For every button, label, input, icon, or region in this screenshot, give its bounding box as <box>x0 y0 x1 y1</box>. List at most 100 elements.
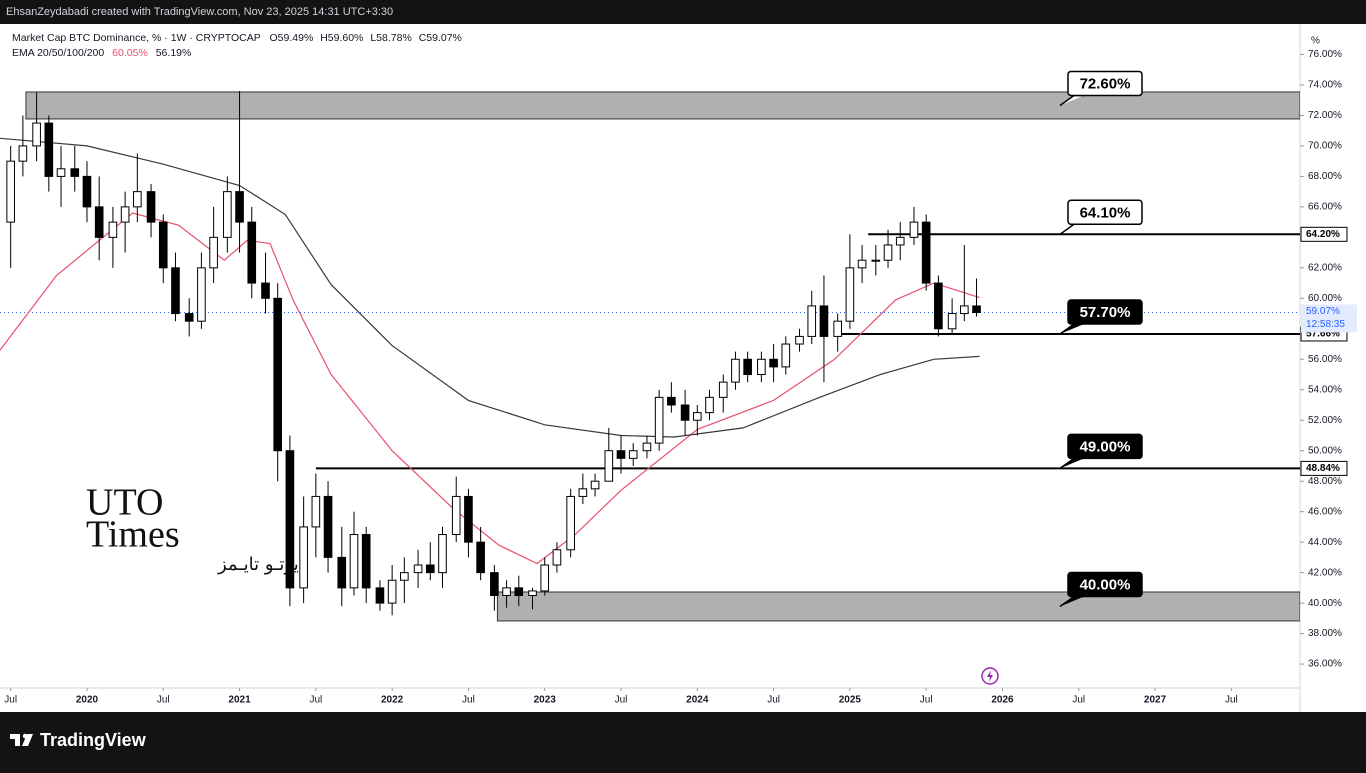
plot <box>0 91 1300 622</box>
axis-level-label: 64.20% <box>1306 229 1340 240</box>
candle-body <box>476 541 485 574</box>
last-price-box <box>1301 304 1357 333</box>
candle-body <box>590 480 600 490</box>
candle-body <box>44 122 54 177</box>
y-tick-label: 70.00% <box>1308 141 1342 152</box>
candle-body <box>921 221 931 284</box>
candle-body <box>731 358 740 383</box>
candle-body <box>934 282 943 330</box>
candle-body <box>235 191 244 223</box>
candle-body <box>718 381 728 398</box>
y-tick-label: 54.00% <box>1308 384 1342 395</box>
alert-circle <box>981 667 999 685</box>
y-tick-label: 50.00% <box>1308 445 1342 456</box>
y-tick-label: 46.00% <box>1308 506 1342 517</box>
y-tick-label: 38.00% <box>1308 628 1342 639</box>
candle-body <box>438 534 447 574</box>
logo-mark <box>10 734 33 746</box>
callout-box <box>1067 70 1143 97</box>
candle-body <box>6 160 15 223</box>
y-tick-label: 62.00% <box>1308 262 1342 273</box>
candle-body <box>349 534 359 589</box>
callout-box <box>1067 199 1143 226</box>
y-tick-label: 52.00% <box>1308 415 1342 426</box>
y-tick-label: 36.00% <box>1308 659 1342 670</box>
callout-box <box>1067 433 1143 460</box>
candle-body <box>769 358 778 368</box>
candle-body <box>819 305 829 337</box>
callout-box <box>1067 571 1143 598</box>
x-tick-label: Jul <box>920 695 933 706</box>
ema-line <box>0 137 980 438</box>
x-tick-label: Jul <box>1072 695 1085 706</box>
x-tick-label: Jul <box>1225 695 1238 706</box>
callout-label: 40.00% <box>1080 576 1131 593</box>
zone <box>25 91 1300 120</box>
candle-body <box>604 450 614 482</box>
symbol-title: Market Cap BTC Dominance, % · 1W · CRYPT… <box>12 32 261 44</box>
callout-label: 64.10% <box>1080 204 1131 221</box>
candle-body <box>413 564 423 574</box>
candle-body <box>273 297 283 452</box>
ema-value: 56.19% <box>156 47 192 59</box>
candle-body <box>871 259 881 262</box>
candle-body <box>960 305 969 315</box>
candle-body <box>578 488 588 497</box>
x-tick-label: Jul <box>309 695 322 706</box>
candle-body <box>82 175 92 208</box>
logo-dot <box>22 733 28 739</box>
countdown: 12:58:35 <box>1306 319 1345 330</box>
candle-body <box>158 221 168 269</box>
y-tick-label: 68.00% <box>1308 171 1342 182</box>
watermark-arabic: یوتـو تایـمز <box>217 554 299 575</box>
candle-body <box>795 335 804 345</box>
candle-body <box>361 534 371 589</box>
overlay: 36.00% 38.00% 40.00% 42.00% 44.00% 46.00% 48.0… <box>4 49 1357 706</box>
x-tick-label: 2022 <box>381 695 404 706</box>
candle-body <box>209 236 218 269</box>
tradingview-logo <box>10 733 33 746</box>
x-tick-label: Jul <box>157 695 170 706</box>
candle-body <box>425 564 435 574</box>
candle-body <box>451 495 461 536</box>
candle-body <box>18 145 28 162</box>
candle-body <box>133 191 142 208</box>
candle-body <box>514 587 524 596</box>
footer-bar <box>0 712 1366 768</box>
zone <box>496 591 1300 622</box>
x-tick-label: Jul <box>615 695 628 706</box>
x-tick-label: 2023 <box>534 695 557 706</box>
x-tick-label: Jul <box>4 695 17 706</box>
candle-body <box>184 313 194 322</box>
x-tick-label: 2025 <box>839 695 862 706</box>
candle-body <box>807 305 817 337</box>
candle-body <box>94 206 104 238</box>
x-tick-label: 2024 <box>686 695 709 706</box>
candle-body <box>387 579 397 604</box>
y-tick-label: 40.00% <box>1308 598 1342 609</box>
candle-body <box>540 564 550 592</box>
axis-level-box <box>1300 460 1348 476</box>
candle-body <box>743 358 752 376</box>
axis-level-label: 57.66% <box>1306 329 1340 340</box>
candle-body <box>247 221 257 284</box>
watermark-line: UTO <box>86 482 163 524</box>
ohlc-low: L58.78% <box>370 32 411 44</box>
candle-body <box>883 244 893 261</box>
candle-body <box>845 267 855 322</box>
legend-ema: EMA 20/50/100/200 60.05% 56.19% <box>12 47 191 59</box>
candle-body <box>299 526 308 589</box>
candle-body <box>857 259 867 269</box>
x-tick-label: 2020 <box>76 695 99 706</box>
candle-body <box>502 587 511 596</box>
unit-label: % <box>1311 36 1320 47</box>
candle-body <box>400 572 409 581</box>
candle-body <box>323 495 333 558</box>
x-tick-label: 2027 <box>1144 695 1167 706</box>
callout-box <box>1067 299 1143 325</box>
ohlc-high: H59.60% <box>320 32 363 44</box>
candle-body <box>464 495 473 543</box>
y-tick-label: 74.00% <box>1308 80 1342 91</box>
axis-level-label: 48.84% <box>1306 463 1340 474</box>
brand: TradingView <box>40 730 147 750</box>
